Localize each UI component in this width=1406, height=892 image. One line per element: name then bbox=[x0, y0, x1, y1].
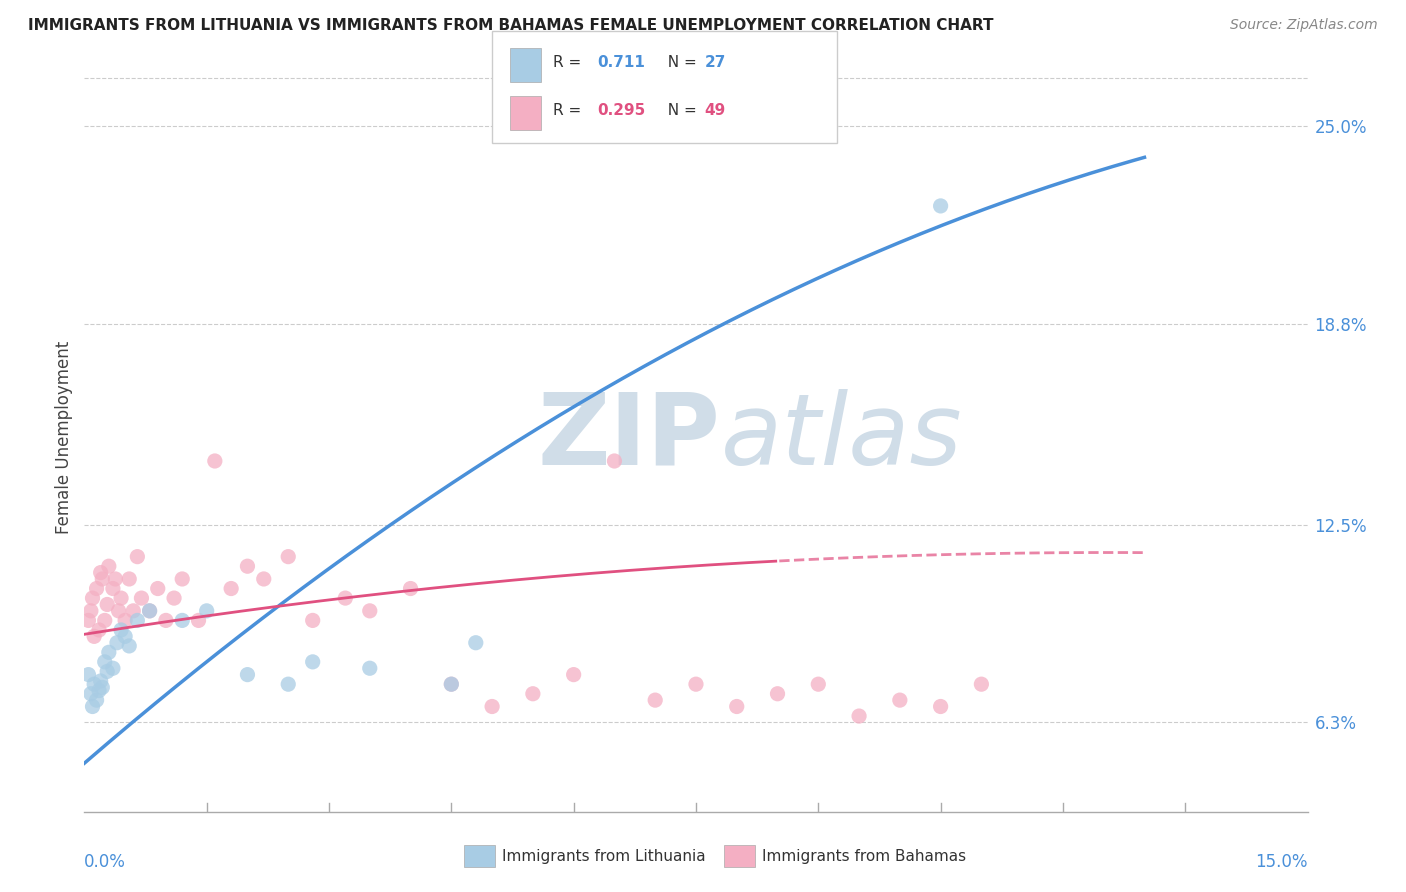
Point bbox=[87, 623, 110, 637]
Point bbox=[522, 687, 544, 701]
Point bbox=[277, 677, 299, 691]
Point bbox=[131, 591, 153, 606]
Point bbox=[97, 559, 120, 574]
Point bbox=[82, 699, 104, 714]
Text: N =: N = bbox=[658, 103, 702, 118]
Point bbox=[277, 549, 299, 564]
Point bbox=[97, 645, 120, 659]
Point bbox=[253, 572, 276, 586]
Point bbox=[146, 582, 169, 596]
Point bbox=[87, 683, 110, 698]
Text: R =: R = bbox=[553, 54, 586, 70]
Text: 49: 49 bbox=[704, 103, 725, 118]
Y-axis label: Female Unemployment: Female Unemployment bbox=[55, 341, 73, 533]
Point bbox=[118, 572, 141, 586]
Point bbox=[481, 699, 503, 714]
Text: atlas: atlas bbox=[720, 389, 962, 485]
Point bbox=[107, 604, 129, 618]
Point bbox=[101, 661, 124, 675]
Text: 0.711: 0.711 bbox=[598, 54, 645, 70]
Point bbox=[93, 614, 115, 628]
Text: 15.0%: 15.0% bbox=[1256, 853, 1308, 871]
Point bbox=[301, 614, 323, 628]
Point bbox=[172, 572, 194, 586]
Point bbox=[970, 677, 993, 691]
Point bbox=[80, 604, 103, 618]
Point bbox=[114, 614, 136, 628]
Point bbox=[110, 591, 132, 606]
Point bbox=[96, 598, 118, 612]
Point bbox=[91, 572, 114, 586]
Text: Immigrants from Lithuania: Immigrants from Lithuania bbox=[502, 849, 706, 863]
Point bbox=[104, 572, 127, 586]
Text: 27: 27 bbox=[704, 54, 725, 70]
Point bbox=[807, 677, 830, 691]
Point bbox=[77, 614, 100, 628]
Text: ZIP: ZIP bbox=[537, 389, 720, 485]
Point bbox=[105, 636, 128, 650]
Point bbox=[172, 614, 194, 628]
Point bbox=[440, 677, 463, 691]
Point bbox=[236, 667, 259, 681]
Text: 0.0%: 0.0% bbox=[84, 853, 127, 871]
Point bbox=[91, 681, 114, 695]
Point bbox=[82, 591, 104, 606]
Point bbox=[96, 665, 118, 679]
Point bbox=[118, 639, 141, 653]
Point bbox=[929, 699, 952, 714]
Point bbox=[359, 661, 381, 675]
Point bbox=[889, 693, 911, 707]
Point bbox=[127, 614, 149, 628]
Point bbox=[335, 591, 357, 606]
Point bbox=[83, 629, 105, 643]
Point bbox=[86, 693, 108, 707]
Point bbox=[77, 667, 100, 681]
Point bbox=[93, 655, 115, 669]
Point bbox=[929, 199, 952, 213]
Point bbox=[122, 604, 145, 618]
Text: 0.295: 0.295 bbox=[598, 103, 645, 118]
Point bbox=[127, 549, 149, 564]
Text: Immigrants from Bahamas: Immigrants from Bahamas bbox=[762, 849, 966, 863]
Point bbox=[204, 454, 226, 468]
Point bbox=[848, 709, 870, 723]
Point bbox=[86, 582, 108, 596]
Text: N =: N = bbox=[658, 54, 702, 70]
Point bbox=[83, 677, 105, 691]
Point bbox=[603, 454, 626, 468]
Text: IMMIGRANTS FROM LITHUANIA VS IMMIGRANTS FROM BAHAMAS FEMALE UNEMPLOYMENT CORRELA: IMMIGRANTS FROM LITHUANIA VS IMMIGRANTS … bbox=[28, 18, 994, 33]
Point bbox=[80, 687, 103, 701]
Point bbox=[138, 604, 160, 618]
Point bbox=[359, 604, 381, 618]
Point bbox=[766, 687, 789, 701]
Point bbox=[163, 591, 186, 606]
Point bbox=[90, 566, 112, 580]
Point bbox=[155, 614, 177, 628]
Point bbox=[236, 559, 259, 574]
Point bbox=[399, 582, 422, 596]
Point bbox=[219, 582, 242, 596]
Point bbox=[440, 677, 463, 691]
Point bbox=[101, 582, 124, 596]
Point bbox=[464, 636, 486, 650]
Point bbox=[90, 673, 112, 688]
Text: R =: R = bbox=[553, 103, 586, 118]
Point bbox=[685, 677, 707, 691]
Point bbox=[725, 699, 748, 714]
Point bbox=[110, 623, 132, 637]
Point bbox=[301, 655, 323, 669]
Point bbox=[187, 614, 209, 628]
Point bbox=[644, 693, 666, 707]
Point bbox=[562, 667, 585, 681]
Point bbox=[138, 604, 160, 618]
Point bbox=[195, 604, 218, 618]
Text: Source: ZipAtlas.com: Source: ZipAtlas.com bbox=[1230, 18, 1378, 32]
Point bbox=[114, 629, 136, 643]
